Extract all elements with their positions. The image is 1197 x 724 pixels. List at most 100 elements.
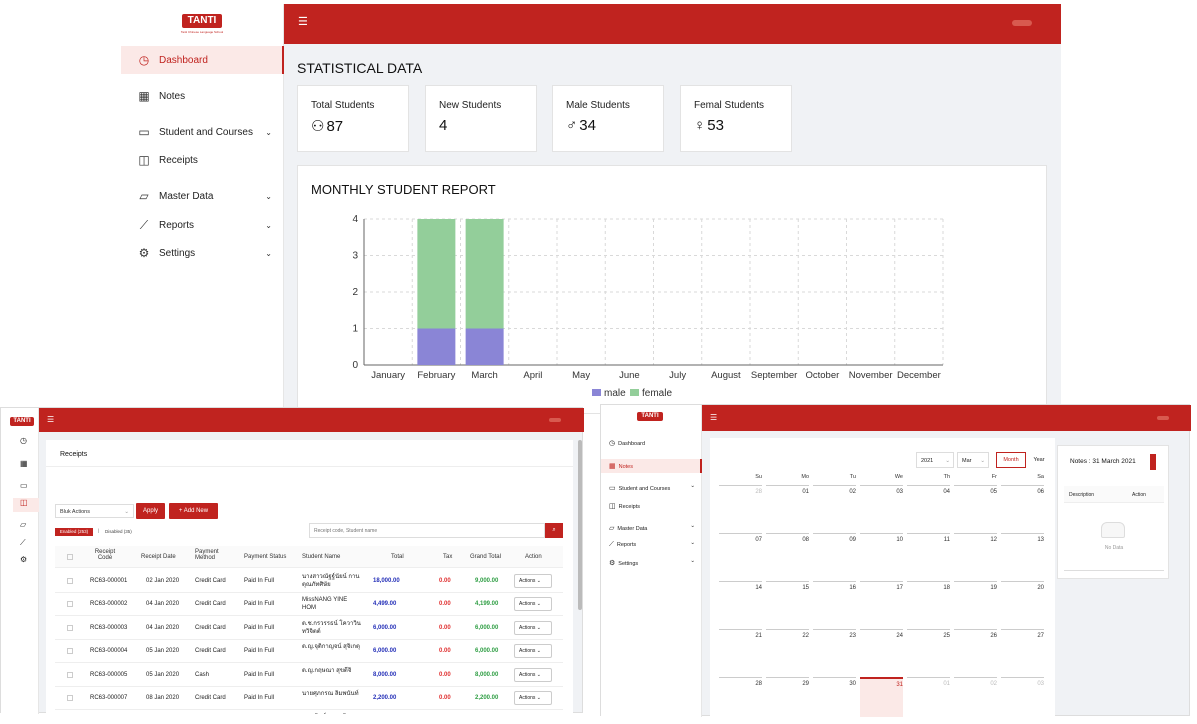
calendar-day-cell[interactable]: 30: [813, 677, 856, 717]
calendar-day-cell[interactable]: 11: [907, 533, 950, 577]
calendar-day-cell[interactable]: 19: [954, 581, 997, 625]
tanti-logo[interactable]: TANTI: [182, 14, 222, 28]
sidebar-item-receipts[interactable]: ◫ Receipts: [121, 146, 284, 174]
receipt-code[interactable]: RC63-000004: [90, 648, 128, 655]
calendar-day-cell[interactable]: 07: [719, 533, 762, 577]
tanti-logo[interactable]: TANTI: [637, 412, 663, 421]
user-avatar-icon[interactable]: [549, 418, 561, 422]
table-row[interactable]: RC63-000005 05 Jan 2020 Cash Paid In Full ด.…: [55, 664, 563, 687]
calendar-day-cell[interactable]: 27: [1001, 629, 1044, 673]
row-checkbox[interactable]: [67, 624, 73, 631]
year-select[interactable]: 2021 ⌄: [916, 452, 954, 468]
apply-button[interactable]: Apply: [136, 503, 165, 519]
calendar-day-cell[interactable]: 26: [954, 629, 997, 673]
sidebar-item-dashboard[interactable]: ◷ Dashboard: [121, 46, 284, 74]
calendar-day-cell[interactable]: 02: [954, 677, 997, 717]
col-payment-method[interactable]: Payment Method: [195, 549, 219, 561]
month-mode-button[interactable]: Month: [996, 452, 1026, 468]
row-actions-button[interactable]: Actions ⌄: [514, 597, 552, 612]
receipt-code[interactable]: RC63-000007: [90, 695, 128, 701]
row-checkbox[interactable]: [67, 695, 73, 701]
calendar-day-cell[interactable]: 22: [766, 629, 809, 673]
menu-fold-icon[interactable]: ☰: [710, 413, 718, 422]
enabled-filter[interactable]: Enabled (253): [55, 528, 93, 536]
calendar-day-cell[interactable]: 05: [954, 485, 997, 529]
calendar-day-cell[interactable]: 01: [907, 677, 950, 717]
calendar-day-cell[interactable]: 25: [907, 629, 950, 673]
row-checkbox[interactable]: [67, 648, 73, 655]
col-payment-status[interactable]: Payment Status: [244, 554, 287, 560]
sidebar-item-notes[interactable]: ▦ Notes: [121, 82, 284, 110]
calendar-day-cell[interactable]: 31: [860, 677, 903, 717]
gauge-icon[interactable]: ◷: [20, 436, 27, 445]
calendar-day-cell[interactable]: 17: [860, 581, 903, 625]
sidebar-item-notes[interactable]: ▦ Notes: [601, 459, 702, 473]
folder-icon[interactable]: ▱: [20, 520, 27, 529]
calendar-day-cell[interactable]: 06: [1001, 485, 1044, 529]
calendar-day-cell[interactable]: 09: [813, 533, 856, 577]
sidebar-item-settings[interactable]: ⚙ Settings ⌄: [121, 239, 284, 267]
sidebar-item-dashboard[interactable]: ◷ Dashboard: [601, 436, 702, 450]
calendar-day-cell[interactable]: 15: [766, 581, 809, 625]
scrollbar[interactable]: [578, 440, 582, 610]
row-actions-button[interactable]: Actions ⌄: [514, 691, 552, 705]
bulk-actions-select[interactable]: Bluk Actions ⌄: [55, 504, 134, 518]
row-actions-button[interactable]: Actions ⌄: [514, 644, 552, 659]
gear-icon[interactable]: ⚙: [20, 555, 28, 564]
row-actions-button[interactable]: Actions ⌄: [514, 667, 552, 682]
menu-fold-icon[interactable]: ☰: [298, 16, 308, 28]
calendar-day-cell[interactable]: 10: [860, 533, 903, 577]
row-actions-button[interactable]: Actions ⌄: [514, 574, 552, 588]
calendar-day-cell[interactable]: 12: [954, 533, 997, 577]
disabled-filter[interactable]: Disabled (35): [105, 529, 132, 534]
row-checkbox[interactable]: [67, 578, 73, 584]
calendar-icon[interactable]: ▦: [20, 459, 28, 468]
search-icon[interactable]: ⌕: [545, 523, 563, 538]
line-chart-icon[interactable]: ⟋: [20, 538, 26, 547]
calendar-day-cell[interactable]: 16: [813, 581, 856, 625]
receipt-code[interactable]: RC63-000003: [90, 624, 128, 631]
row-checkbox[interactable]: [67, 601, 73, 608]
calendar-day-cell[interactable]: 21: [719, 629, 762, 673]
sidebar-item-student-and-courses[interactable]: ▭ Student and Courses ⌄: [601, 481, 702, 495]
calendar-day-cell[interactable]: 24: [860, 629, 903, 673]
user-avatar-icon[interactable]: [1157, 416, 1169, 420]
calendar-day-cell[interactable]: 20: [1001, 581, 1044, 625]
row-checkbox[interactable]: [67, 671, 73, 678]
table-row[interactable]: RC63-000001 02 Jan 2020 Credit Card Paid In…: [55, 570, 563, 593]
receipt-code[interactable]: RC63-000002: [90, 601, 128, 608]
calendar-day-cell[interactable]: 28: [719, 677, 762, 717]
select-all-checkbox[interactable]: [67, 554, 73, 560]
sidebar-item-master-data[interactable]: ▱ Master Data ⌄: [601, 521, 702, 535]
menu-fold-icon[interactable]: ☰: [47, 415, 55, 424]
sidebar-item-settings[interactable]: ⚙ Settings ⌄: [601, 556, 702, 570]
year-mode-button[interactable]: Year: [1033, 457, 1045, 463]
table-row[interactable]: RC63-000003 04 Jan 2020 Credit Card Paid In…: [55, 617, 563, 640]
sidebar-item-reports[interactable]: ⟋ Reports ⌄: [601, 538, 702, 552]
calendar-day-cell[interactable]: 14: [719, 581, 762, 625]
calendar-day-cell[interactable]: 29: [766, 677, 809, 717]
receipt-search-input[interactable]: [309, 523, 545, 538]
receipt-code[interactable]: RC63-000001: [90, 578, 128, 584]
shopping-bag-icon[interactable]: ◫: [13, 498, 39, 512]
user-avatar-icon[interactable]: [1012, 20, 1032, 26]
calendar-day-cell[interactable]: 01: [766, 485, 809, 529]
col-receipt-code[interactable]: Receipt Code: [94, 549, 116, 561]
month-select[interactable]: Mar ⌄: [957, 452, 989, 468]
receipt-code[interactable]: RC63-000005: [90, 671, 128, 678]
sidebar-item-reports[interactable]: ⟋ Reports ⌄: [121, 211, 284, 239]
calendar-day-cell[interactable]: 03: [860, 485, 903, 529]
row-actions-button[interactable]: Actions ⌄: [514, 620, 552, 635]
id-card-icon[interactable]: ▭: [20, 481, 28, 490]
calendar-day-cell[interactable]: 04: [907, 485, 950, 529]
sidebar-item-student-and-courses[interactable]: ▭ Student and Courses ⌄: [121, 118, 284, 146]
table-row[interactable]: RC63-000004 05 Jan 2020 Credit Card Paid In…: [55, 640, 563, 664]
add-note-button[interactable]: [1150, 454, 1156, 470]
calendar-day-cell[interactable]: 03: [1001, 677, 1044, 717]
table-row[interactable]: RC63-000002 04 Jan 2020 Credit Card Paid In…: [55, 593, 563, 617]
tanti-logo[interactable]: TANTI: [10, 417, 34, 426]
sidebar-item-receipts[interactable]: ◫ Receipts: [601, 499, 702, 513]
sidebar-item-master-data[interactable]: ▱ Master Data ⌄: [121, 182, 284, 210]
table-row[interactable]: RC63-00000808 Jan 2020Bank AccountPaid I…: [55, 710, 563, 714]
calendar-day-cell[interactable]: 18: [907, 581, 950, 625]
